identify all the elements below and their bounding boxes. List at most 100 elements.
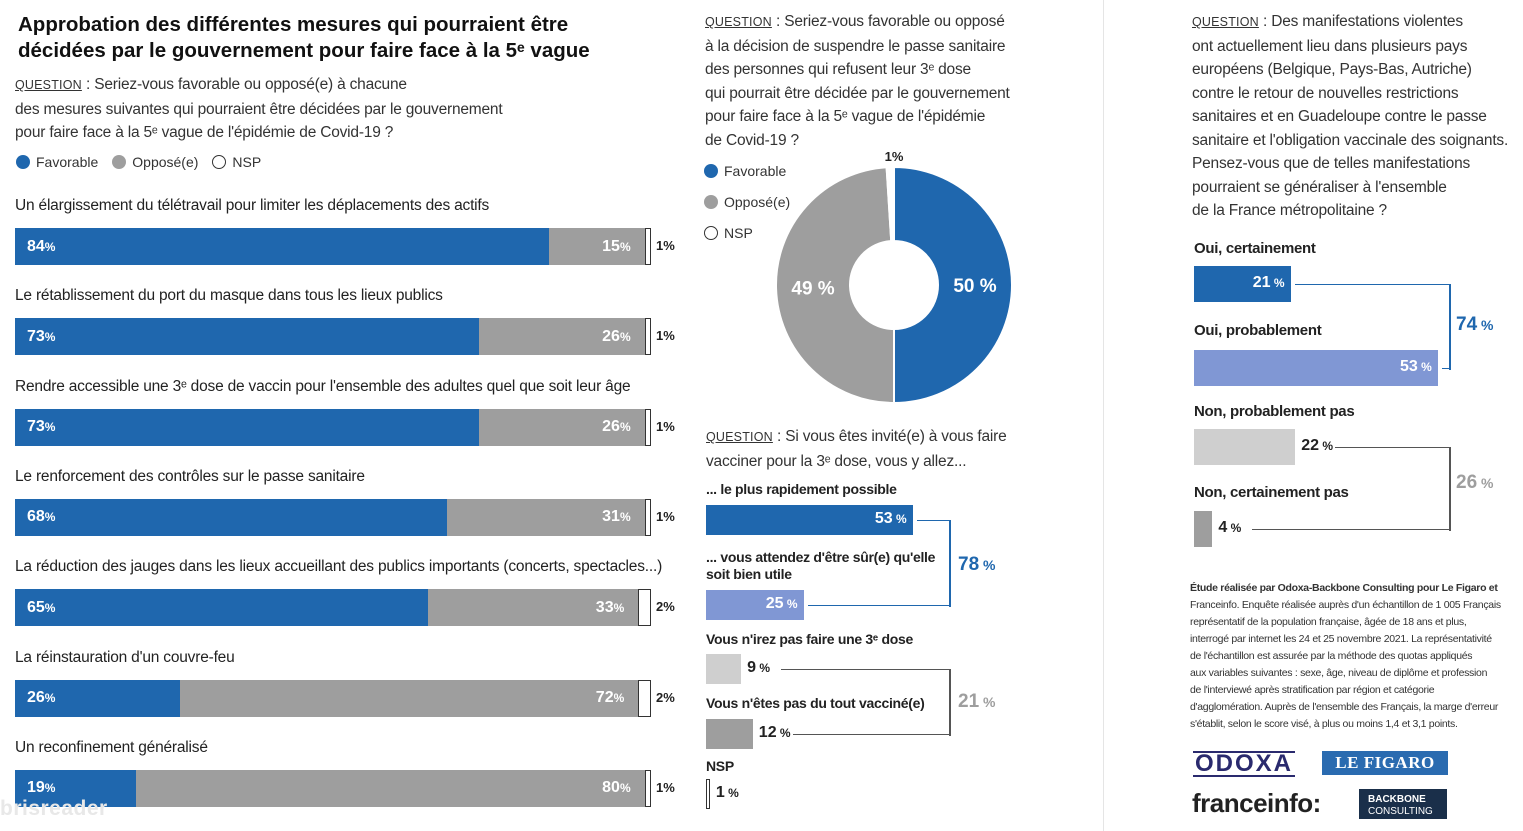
value-bar [1194, 350, 1438, 386]
backbone-logo: BACKBONE CONSULTING [1359, 789, 1447, 819]
connector-line [1252, 529, 1449, 530]
pie-question-line: de Covid-19 ? [705, 131, 799, 149]
nsp-bar [644, 769, 651, 807]
title-line-1: Approbation des différentes mesures qui … [18, 13, 569, 36]
oppose-bar: 26 % [479, 408, 645, 446]
pie-legend-nsp: NSP [724, 225, 753, 241]
value-label: 1 % [715, 784, 739, 801]
nsp-value: 1% [656, 418, 675, 434]
oppose-bar: 33 % [428, 589, 639, 627]
left-question-line-2: des mesures suivantes qui pourraient êtr… [15, 100, 503, 118]
pie-question-label: QUESTION [705, 15, 772, 29]
connector-line [781, 669, 949, 670]
protest-question-line: de la France métropolitaine ? [1192, 202, 1387, 219]
group-bracket [949, 669, 951, 736]
pie-legend-nsp-dot [704, 226, 718, 240]
nsp-bar [644, 318, 651, 356]
pie-legend-oppose-dot [704, 195, 718, 209]
footnote-line: aux variables suivantes : sexe, âge, niv… [1190, 667, 1488, 679]
value-label: 53 % [874, 510, 907, 527]
left-question-line-3: pour faire face à la 5ᵉ vague de l'épidé… [15, 124, 394, 141]
favorable-bar: 73 % [15, 408, 480, 446]
pie-legend-favorable-dot [704, 164, 718, 178]
dose-question-line: : Si vous êtes invité(e) à vous faire [772, 428, 1007, 445]
protest-question: QUESTION : Des manifestations violentes … [1192, 10, 1512, 223]
connector-line [1335, 447, 1449, 448]
group-bracket [949, 520, 951, 607]
legend-oppose: Opposé(e) [132, 154, 199, 170]
nsp-value: 1% [656, 779, 675, 795]
figaro-logo: LE FIGARO [1322, 751, 1448, 775]
oppose-bar: 72 % [180, 679, 639, 717]
group-total: 78 % [958, 554, 996, 575]
value-label: 12 % [758, 724, 791, 741]
bar-category-label: Le renforcement des contrôles sur le pas… [15, 467, 365, 485]
left-question: QUESTION : Seriez-vous favorable ou oppo… [15, 73, 675, 145]
value-label: 25 % [765, 595, 798, 612]
value-bar [706, 654, 742, 684]
backbone-logo-line: BACKBONE [1368, 794, 1426, 805]
pie-slice-label: 50 % [953, 276, 996, 297]
pie-slice-label: 49 % [791, 279, 834, 300]
bar-category-label: Le rétablissement du port du masque dans… [15, 287, 443, 305]
bar-category-label: Vous n'êtes pas du tout vacciné(e) [706, 695, 925, 711]
footnote-line: de l'interviewé après stratification par… [1190, 684, 1435, 696]
protest-question-line: pourraient se généraliser à l'ensemble [1192, 178, 1447, 196]
donut-chart: 50 % 49 % 1% [775, 149, 1013, 405]
footnote-line: interrogé par internet les 24 et 25 nove… [1190, 633, 1492, 645]
favorable-bar: 65 % [15, 589, 429, 627]
connector-line [792, 734, 949, 735]
protest-question-line: Pensez-vous que de telles manifestations [1192, 155, 1471, 172]
oppose-bar: 15 % [549, 228, 645, 265]
group-bracket [1449, 447, 1451, 531]
value-label: 53 % [1399, 358, 1432, 375]
protest-question-line: contre le retour de nouvelles restrictio… [1192, 84, 1459, 102]
legend-favorable: Favorable [36, 154, 99, 170]
value-label: 21 % [1252, 274, 1285, 291]
pie-question-line: à la décision de suspendre le passe sani… [705, 37, 1006, 55]
oppose-bar: 80 % [135, 769, 645, 807]
protest-question-label: QUESTION [1192, 15, 1259, 29]
question-label: QUESTION [15, 78, 82, 92]
connector-line [1441, 368, 1449, 369]
favorable-bar: 26 % [15, 679, 181, 717]
nsp-bar [644, 408, 651, 446]
bar-category-label: ... vous attendez d'être sûr(e) qu'elle … [706, 549, 936, 582]
bar-category-label: Un reconfinement généralisé [15, 738, 208, 756]
footnote-line: Étude réalisée par Odoxa-Backbone Consul… [1190, 582, 1498, 594]
bar-category-label: ... le plus rapidement possible [706, 481, 897, 497]
study-footnote: Étude réalisée par Odoxa-Backbone Consul… [1190, 580, 1505, 733]
bar-category-label: Rendre accessible une 3ᵉ dose de vaccin … [15, 377, 631, 395]
nsp-value: 1% [656, 328, 675, 344]
dose-question-line: vacciner pour la 3ᵉ dose, vous y allez..… [706, 452, 967, 470]
connector-line [916, 520, 949, 521]
oppose-bar: 31 % [447, 498, 645, 536]
bar-category-label: Non, certainement pas [1194, 484, 1349, 501]
nsp-value: 1% [656, 238, 675, 253]
favorable-bar: 73 % [15, 318, 480, 356]
connector-line [807, 605, 949, 606]
protest-question-line: : Des manifestations violentes [1258, 13, 1463, 30]
value-label: 22 % [1301, 437, 1333, 454]
legend-favorable-dot [16, 155, 30, 169]
watermark: brisreader [0, 797, 108, 820]
pie-question-line: qui pourrait être décidée par le gouvern… [705, 84, 1010, 102]
pie-question-line: : Seriez-vous favorable ou opposé [771, 13, 1005, 30]
protest-question-line: ont actuellement lieu dans plusieurs pay… [1192, 37, 1468, 55]
pie-question-line: pour faire face à la 5ᵉ vague de l'épidé… [705, 108, 986, 125]
footnote-line: s'établit, selon le score visé, à plus o… [1190, 718, 1458, 730]
footnote-line: de l'échantillon est assurée par la méth… [1190, 650, 1473, 662]
pie-slice-nsp [885, 165, 895, 243]
footnote-line: Franceinfo. Enquête réalisée auprès d'un… [1190, 599, 1501, 611]
bar-category-label: Non, probablement pas [1194, 403, 1355, 420]
footnote-line: d'agglomération. Auprès de l'ensemble de… [1190, 701, 1499, 713]
nsp-value: 2% [656, 689, 675, 705]
bar-category-label: Oui, certainement [1194, 240, 1316, 257]
pie-legend: Favorable Opposé(e) NSP [704, 163, 790, 241]
value-label: 4 % [1218, 519, 1242, 536]
legend-nsp: NSP [232, 154, 262, 170]
bar-category-label: Vous n'irez pas faire une 3ᵉ dose [706, 631, 913, 647]
pie-slice-label: 1% [885, 149, 904, 164]
favorable-bar: 68 % [15, 498, 448, 536]
dose-question-label: QUESTION [706, 430, 773, 444]
